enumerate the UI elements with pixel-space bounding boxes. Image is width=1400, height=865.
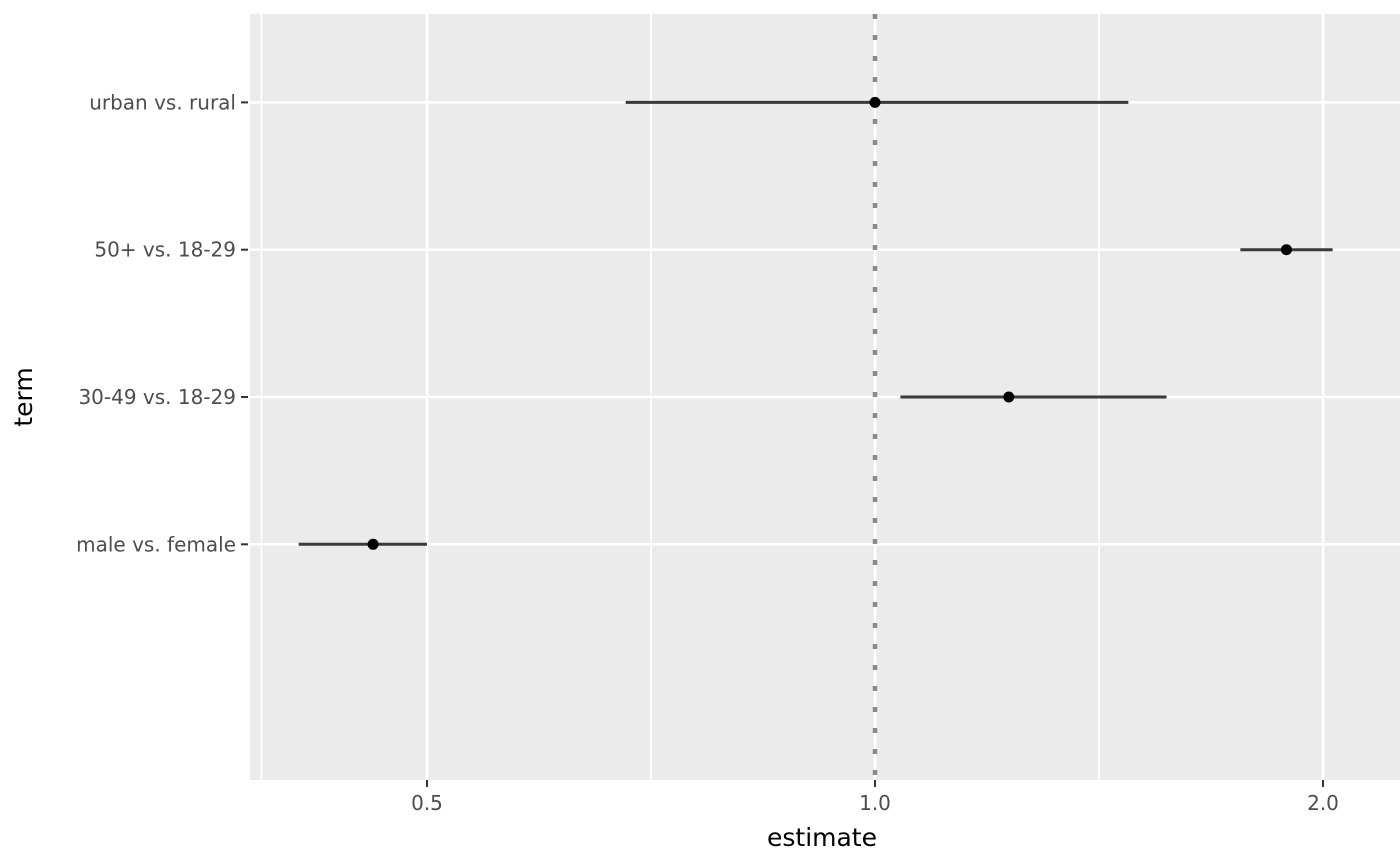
y-axis-title: term	[9, 367, 38, 426]
axis-tick-labels: 0.5 1.0 2.0 urban vs. rural 50+ vs. 18-29 30-…	[76, 90, 1339, 815]
x-tick-label: 2.0	[1307, 791, 1339, 815]
axis-ticks	[241, 101, 1324, 787]
pointrange-layer	[298, 96, 1333, 550]
estimate-point	[367, 538, 379, 550]
y-tick-label: 50+ vs. 18-29	[94, 238, 236, 262]
estimate-point	[1280, 244, 1292, 256]
y-tick-label: male vs. female	[76, 532, 236, 556]
estimate-point	[869, 96, 881, 108]
x-tick-label: 1.0	[859, 791, 891, 815]
y-tick-label: urban vs. rural	[89, 90, 236, 114]
estimate-point	[1003, 391, 1015, 403]
x-tick-label: 0.5	[411, 791, 443, 815]
x-axis-title: estimate	[767, 823, 877, 852]
y-tick-label: 30-49 vs. 18-29	[78, 385, 236, 409]
